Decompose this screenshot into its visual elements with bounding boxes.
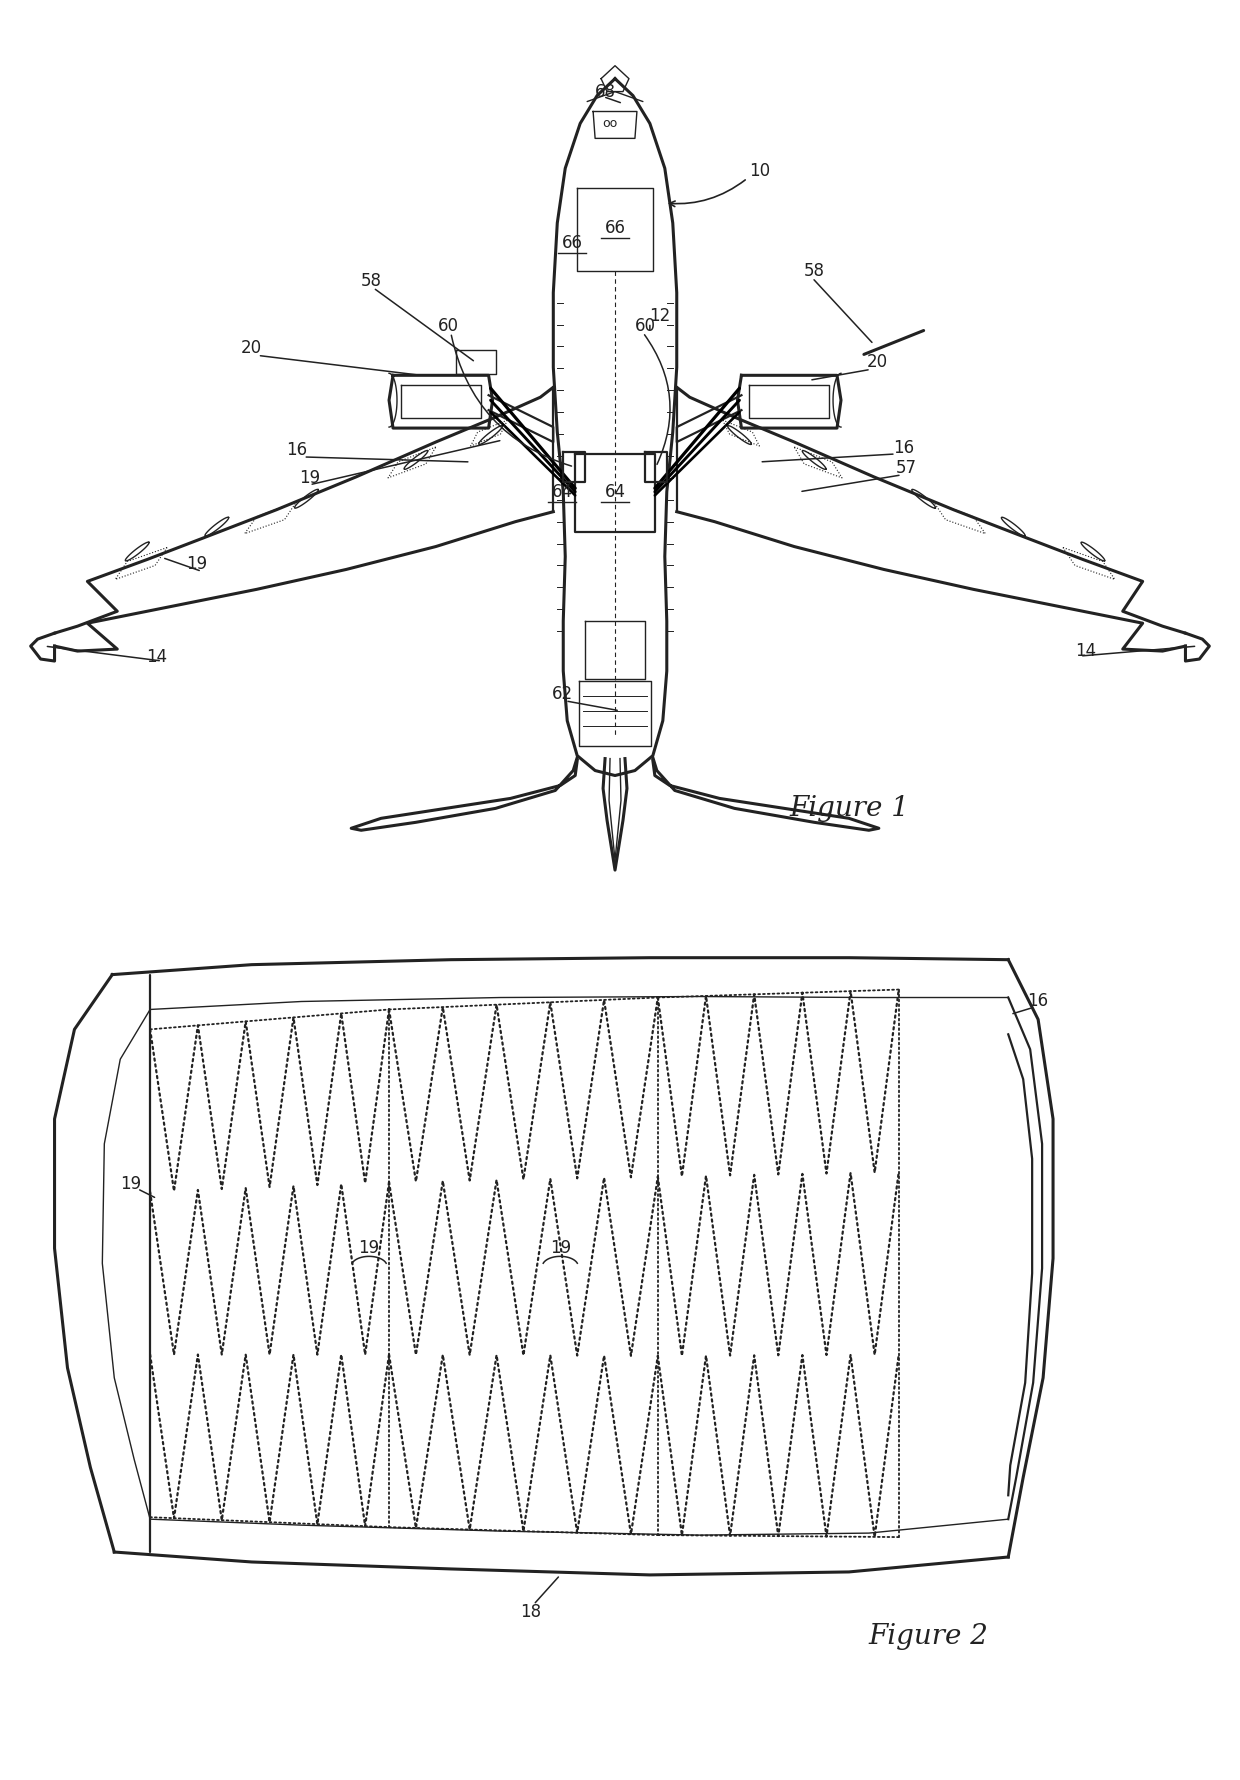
Text: Figure 2: Figure 2 — [869, 1623, 988, 1650]
Text: 62: 62 — [552, 685, 573, 703]
Text: 19: 19 — [119, 1175, 141, 1193]
Text: 66: 66 — [562, 233, 583, 253]
Text: 14: 14 — [146, 648, 167, 666]
Text: 58: 58 — [361, 272, 382, 290]
Text: 64: 64 — [552, 482, 573, 500]
Text: oo: oo — [603, 117, 618, 130]
Text: 60: 60 — [438, 317, 459, 335]
Text: 10: 10 — [749, 162, 770, 180]
Text: 16: 16 — [893, 440, 914, 457]
Text: 64: 64 — [605, 482, 625, 500]
Text: 14: 14 — [1075, 643, 1096, 660]
Text: 68: 68 — [594, 82, 615, 101]
Text: 19: 19 — [299, 468, 320, 488]
Text: 20: 20 — [241, 340, 262, 358]
Text: 19: 19 — [186, 555, 207, 573]
Text: 19: 19 — [549, 1239, 570, 1257]
Text: 19: 19 — [358, 1239, 379, 1257]
Text: 20: 20 — [867, 354, 888, 372]
Text: 66: 66 — [605, 219, 625, 237]
Text: 60: 60 — [635, 317, 656, 335]
Text: 16: 16 — [286, 441, 308, 459]
Text: 18: 18 — [520, 1602, 541, 1622]
Text: Figure 1: Figure 1 — [789, 796, 909, 822]
Text: 58: 58 — [804, 262, 825, 279]
Text: 16: 16 — [1028, 993, 1049, 1011]
Text: 12: 12 — [650, 306, 671, 324]
Text: 57: 57 — [897, 459, 918, 477]
